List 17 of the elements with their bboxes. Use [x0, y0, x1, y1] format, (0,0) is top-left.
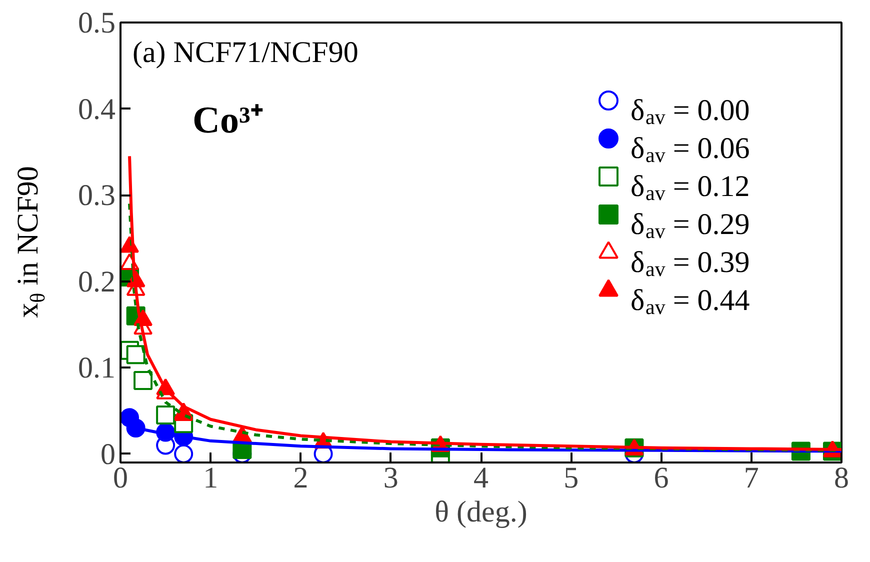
- y-tick-label: 0.1: [78, 352, 116, 385]
- y-tick-label: 0.2: [78, 265, 116, 298]
- y-tick-label: 0.5: [78, 6, 116, 40]
- annotation: Co³⁺: [192, 100, 264, 142]
- y-tick-label: 0.4: [78, 92, 116, 126]
- x-tick-label: 6: [654, 462, 669, 494]
- x-tick-label: 5: [564, 462, 579, 494]
- x-tick-label: 4: [474, 462, 488, 494]
- x-tick-label: 2: [293, 462, 308, 494]
- x-axis-title: θ (deg.): [434, 496, 528, 528]
- annotation: (a) NCF71/NCF90: [132, 36, 358, 69]
- x-tick-label: 7: [744, 462, 759, 494]
- y-tick-label: 0: [100, 438, 116, 471]
- y-tick-label: 0.3: [78, 179, 116, 212]
- x-tick-label: 1: [203, 462, 218, 494]
- x-tick-label: 8: [834, 462, 849, 494]
- x-tick-label: 3: [383, 462, 398, 494]
